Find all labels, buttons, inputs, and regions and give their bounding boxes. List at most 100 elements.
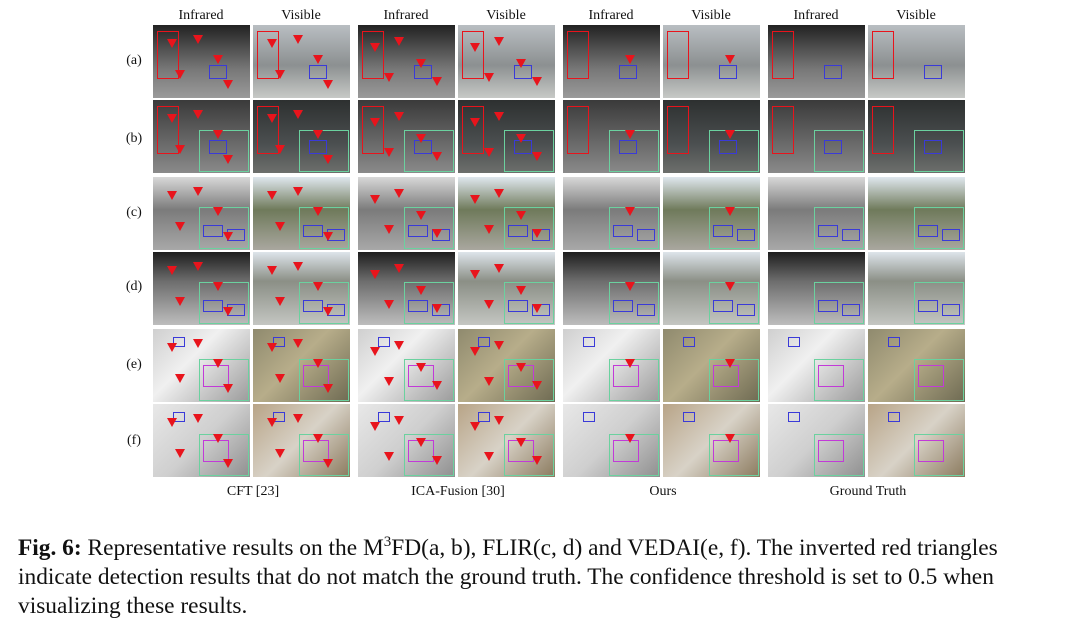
zoom-inset [814, 130, 864, 172]
detection-box [683, 412, 695, 422]
inverted-red-triangle-icon [470, 422, 480, 431]
inverted-red-triangle-icon [484, 377, 494, 386]
inverted-red-triangle-icon [223, 307, 233, 316]
detection-box [408, 225, 428, 237]
thumbnail-b-gt-infrared [768, 100, 865, 173]
inverted-red-triangle-icon [494, 416, 504, 425]
inverted-red-triangle-icon [432, 304, 442, 313]
inverted-red-triangle-icon [432, 456, 442, 465]
inverted-red-triangle-icon [725, 207, 735, 216]
inverted-red-triangle-icon [267, 191, 277, 200]
inverted-red-triangle-icon [725, 130, 735, 139]
detection-box [637, 229, 655, 241]
inverted-red-triangle-icon [167, 114, 177, 123]
thumbnail-e-cft-infrared [153, 329, 250, 402]
thumbnail-d-gt-visible [868, 252, 965, 325]
row-label-c: (c) [126, 205, 142, 220]
detection-box [567, 106, 589, 154]
zoom-inset [914, 282, 964, 324]
inverted-red-triangle-icon [275, 222, 285, 231]
inverted-red-triangle-icon [494, 264, 504, 273]
inverted-red-triangle-icon [394, 341, 404, 350]
detection-box [362, 106, 384, 154]
inverted-red-triangle-icon [223, 80, 233, 89]
thumbnail-a-ours-infrared [563, 25, 660, 98]
thumbnail-f-icafusion-infrared [358, 404, 455, 477]
inverted-red-triangle-icon [494, 341, 504, 350]
thumbnail-e-cft-visible [253, 329, 350, 402]
inverted-red-triangle-icon [370, 422, 380, 431]
inverted-red-triangle-icon [167, 343, 177, 352]
inverted-red-triangle-icon [484, 452, 494, 461]
inverted-red-triangle-icon [532, 229, 542, 238]
inverted-red-triangle-icon [293, 414, 303, 423]
inverted-red-triangle-icon [275, 374, 285, 383]
inverted-red-triangle-icon [313, 130, 323, 139]
detection-box [583, 412, 595, 422]
detection-box [824, 140, 842, 154]
detection-box [918, 300, 938, 312]
thumbnail-d-ours-infrared [563, 252, 660, 325]
inverted-red-triangle-icon [416, 211, 426, 220]
inverted-red-triangle-icon [470, 195, 480, 204]
row-label-d: (d) [125, 279, 143, 294]
inverted-red-triangle-icon [625, 359, 635, 368]
inverted-red-triangle-icon [313, 55, 323, 64]
inverted-red-triangle-icon [275, 70, 285, 79]
thumbnail-f-ours-infrared [563, 404, 660, 477]
thumbnail-f-icafusion-visible [458, 404, 555, 477]
inverted-red-triangle-icon [494, 37, 504, 46]
detection-box [719, 65, 737, 79]
inverted-red-triangle-icon [370, 118, 380, 127]
detection-box [203, 300, 223, 312]
zoom-inset [199, 359, 249, 401]
detection-box [203, 225, 223, 237]
thumbnail-a-cft-visible [253, 25, 350, 98]
thumbnail-d-icafusion-infrared [358, 252, 455, 325]
detection-box [713, 365, 739, 387]
inverted-red-triangle-icon [267, 114, 277, 123]
thumbnail-a-icafusion-visible [458, 25, 555, 98]
inverted-red-triangle-icon [394, 37, 404, 46]
detection-box [209, 140, 227, 154]
thumbnail-b-ours-visible [663, 100, 760, 173]
thumbnail-e-ours-visible [663, 329, 760, 402]
header-infrared-cft: Infrared [178, 8, 224, 23]
inverted-red-triangle-icon [193, 414, 203, 423]
inverted-red-triangle-icon [532, 77, 542, 86]
inverted-red-triangle-icon [394, 112, 404, 121]
method-label-ground-truth: Ground Truth [829, 484, 907, 499]
inverted-red-triangle-icon [625, 55, 635, 64]
zoom-inset [199, 207, 249, 249]
zoom-inset [299, 434, 349, 476]
inverted-red-triangle-icon [193, 339, 203, 348]
thumbnail-c-cft-visible [253, 177, 350, 250]
thumbnail-b-cft-infrared [153, 100, 250, 173]
inverted-red-triangle-icon [384, 300, 394, 309]
inverted-red-triangle-icon [175, 374, 185, 383]
detection-box [942, 229, 960, 241]
row-label-a: (a) [126, 53, 142, 68]
row-label-b: (b) [125, 131, 143, 146]
inverted-red-triangle-icon [313, 434, 323, 443]
inverted-red-triangle-icon [725, 434, 735, 443]
zoom-inset [814, 207, 864, 249]
zoom-inset [299, 130, 349, 172]
thumbnail-b-ours-infrared [563, 100, 660, 173]
detection-box [737, 304, 755, 316]
detection-box [613, 365, 639, 387]
inverted-red-triangle-icon [213, 207, 223, 216]
detection-box [772, 106, 794, 154]
inverted-red-triangle-icon [494, 112, 504, 121]
detection-box [309, 140, 327, 154]
thumbnail-b-icafusion-visible [458, 100, 555, 173]
inverted-red-triangle-icon [516, 286, 526, 295]
detection-box [613, 225, 633, 237]
detection-box [478, 412, 490, 422]
detection-box [157, 106, 179, 154]
zoom-inset [814, 434, 864, 476]
caption-label: Fig. 6: [18, 534, 82, 561]
inverted-red-triangle-icon [416, 134, 426, 143]
header-infrared-icafusion: Infrared [383, 8, 429, 23]
header-visible-cft: Visible [281, 8, 321, 23]
